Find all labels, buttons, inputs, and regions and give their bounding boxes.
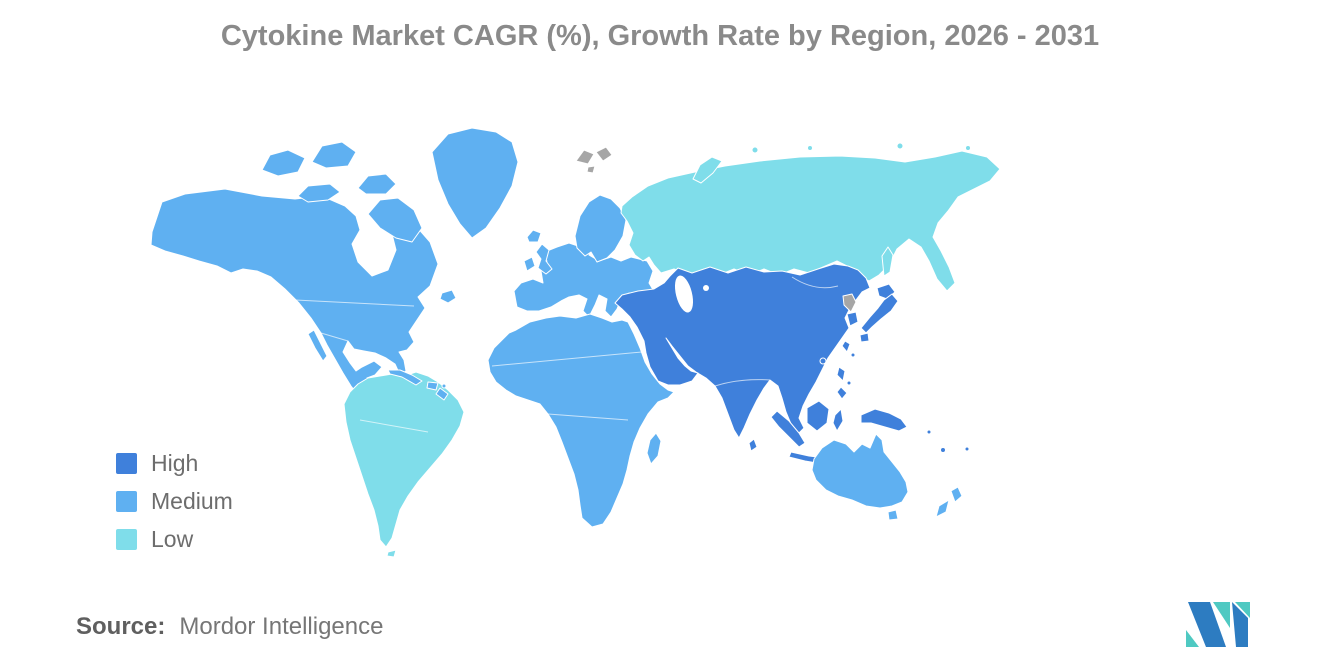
- logo-teal-bottom-left: [1186, 630, 1199, 647]
- region-caribbean[interactable]: [387, 369, 447, 391]
- region-north-america[interactable]: [150, 141, 457, 408]
- region-greenland[interactable]: [431, 127, 542, 243]
- legend-swatch-high: [116, 452, 137, 474]
- region-south-america[interactable]: [343, 371, 465, 558]
- source-label: Source:: [76, 613, 166, 640]
- logo-teal-top-right: [1235, 602, 1250, 618]
- mordor-intelligence-logo: [1186, 602, 1250, 647]
- legend-label-medium: Medium: [151, 487, 233, 514]
- legend-label-high: High: [151, 449, 199, 476]
- logo-teal-mid-triangle: [1213, 602, 1230, 628]
- region-asia[interactable]: [614, 263, 871, 439]
- region-russia[interactable]: [620, 142, 1001, 292]
- region-japan[interactable]: [850, 283, 899, 358]
- legend-label-low: Low: [151, 525, 194, 552]
- legend: High Medium Low: [116, 449, 233, 566]
- region-south-korea[interactable]: [846, 311, 859, 327]
- region-australia[interactable]: [811, 433, 963, 521]
- source-value: Mordor Intelligence: [179, 613, 384, 640]
- logo-blue-diagonal: [1188, 602, 1226, 647]
- source-line: Source: Mordor Intelligence: [76, 613, 383, 641]
- region-north-korea[interactable]: [842, 293, 857, 313]
- chart-title: Cytokine Market CAGR (%), Growth Rate by…: [220, 20, 1100, 52]
- legend-swatch-low: [116, 528, 137, 550]
- legend-swatch-medium: [116, 490, 137, 512]
- region-africa[interactable]: [487, 313, 675, 528]
- logo-blue-right: [1232, 602, 1248, 647]
- legend-item-low[interactable]: Low: [116, 525, 233, 552]
- region-svalbard[interactable]: [575, 146, 613, 174]
- legend-item-medium[interactable]: Medium: [116, 487, 233, 514]
- legend-item-high[interactable]: High: [116, 449, 233, 476]
